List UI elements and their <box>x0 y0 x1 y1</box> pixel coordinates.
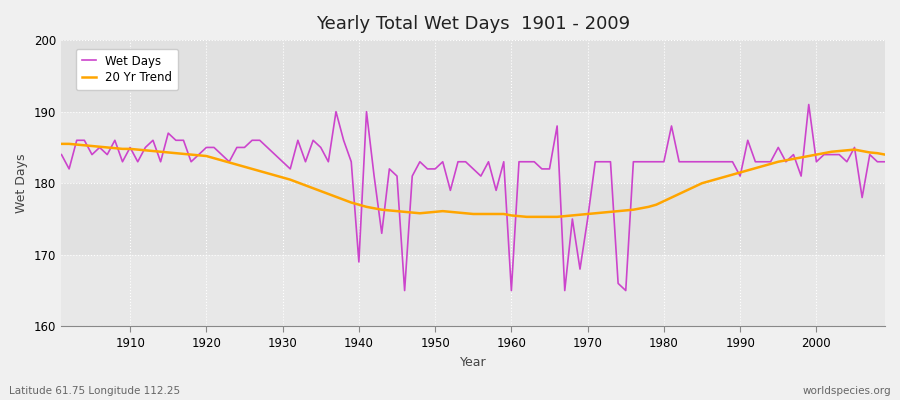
20 Yr Trend <box>56 142 67 146</box>
Wet Days <box>400 288 410 293</box>
20 Yr Trend <box>330 194 341 199</box>
Text: Latitude 61.75 Longitude 112.25: Latitude 61.75 Longitude 112.25 <box>9 386 180 396</box>
Legend: Wet Days, 20 Yr Trend: Wet Days, 20 Yr Trend <box>76 49 178 90</box>
20 Yr Trend <box>499 212 509 216</box>
Wet Days <box>330 109 341 114</box>
Text: worldspecies.org: worldspecies.org <box>803 386 891 396</box>
Wet Days <box>117 159 128 164</box>
Wet Days <box>506 288 517 293</box>
Y-axis label: Wet Days: Wet Days <box>15 154 28 213</box>
Wet Days <box>879 159 890 164</box>
20 Yr Trend <box>284 177 295 182</box>
20 Yr Trend <box>521 214 532 219</box>
Line: 20 Yr Trend: 20 Yr Trend <box>61 144 885 217</box>
X-axis label: Year: Year <box>460 356 487 369</box>
20 Yr Trend <box>605 210 616 214</box>
Wet Days <box>605 159 616 164</box>
20 Yr Trend <box>117 146 128 151</box>
Bar <box>61 183 885 255</box>
Line: Wet Days: Wet Days <box>61 104 885 290</box>
Bar <box>61 40 885 112</box>
20 Yr Trend <box>879 152 890 157</box>
Wet Days <box>514 159 525 164</box>
Wet Days <box>284 166 295 171</box>
Wet Days <box>804 102 814 107</box>
Wet Days <box>56 152 67 157</box>
20 Yr Trend <box>506 213 517 218</box>
Title: Yearly Total Wet Days  1901 - 2009: Yearly Total Wet Days 1901 - 2009 <box>316 15 630 33</box>
